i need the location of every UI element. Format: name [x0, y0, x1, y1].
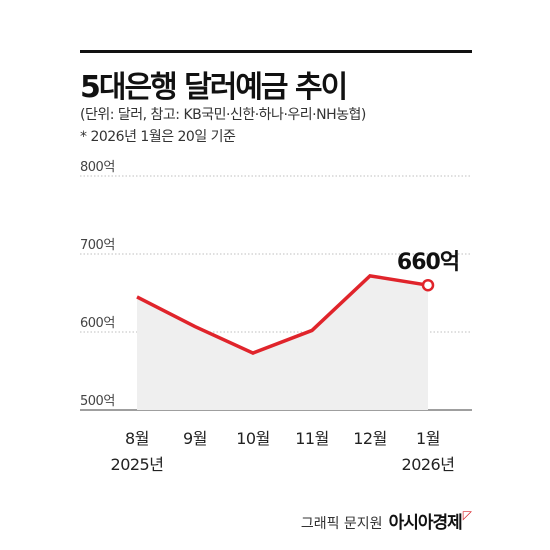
date-note: * 2026년 1월은 20일 기준 [80, 129, 236, 145]
x-tick-label: 10월 [236, 429, 270, 448]
brand-logo: 아시아경제 [388, 513, 463, 533]
y-tick-label: 700억 [80, 238, 115, 253]
credit-text: 그래픽 문지원 [300, 516, 383, 532]
series-line-path [136, 273, 429, 355]
data-points [136, 275, 435, 354]
y-tick-label: 800억 [80, 160, 115, 175]
y-tick-label: 600억 [80, 316, 115, 331]
x-year-label: 2025년 [111, 455, 164, 474]
credit: 그래픽 문지원 아시아경제◸ [301, 508, 472, 533]
x-year-label: 2026년 [402, 455, 455, 474]
annotation: 660억 [397, 250, 460, 275]
y-tick-label: 500억 [80, 394, 115, 409]
x-tick-label: 9월 [183, 429, 207, 448]
x-tick-label: 8월 [125, 429, 149, 448]
highlight-point [421, 278, 435, 292]
x-tick-label: 11월 [295, 429, 329, 448]
series-line [136, 273, 429, 355]
chart-title: 5대은행 달러예금 추이 [80, 70, 348, 105]
title-rule [80, 50, 472, 53]
brand-mark-icon: ◸ [462, 508, 472, 522]
x-tick-label: 12월 [353, 429, 387, 448]
y-axis-labels: 500억 600억 700억 800억 [80, 160, 115, 409]
unit-note: (단위: 달러, 참고: KB국민·신한·하나·우리·NH농협) [80, 107, 366, 123]
x-axis-labels: 8월 2025년 9월 10월 11월 12월 1월 2026년 [111, 429, 455, 474]
x-tick-label: 1월 [416, 429, 440, 448]
annotation-label: 660억 [397, 250, 459, 275]
